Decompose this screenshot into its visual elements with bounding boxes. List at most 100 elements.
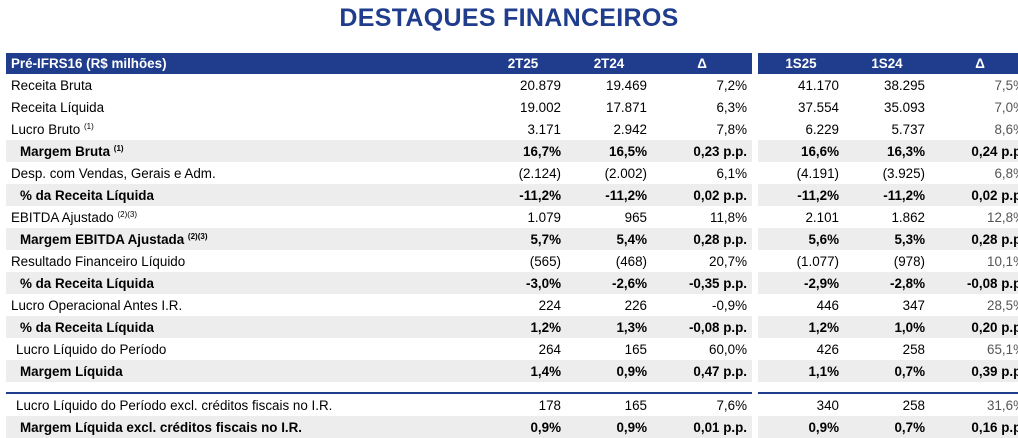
table-cell: 20.879: [520, 77, 561, 93]
table-cell: 65,1%: [987, 341, 1018, 357]
table-cell: 7,2%: [716, 77, 747, 93]
header-col-1s25: 1S25: [758, 53, 844, 74]
table-cell: 5,3%: [844, 228, 930, 250]
table-cell: 1,4%: [480, 360, 566, 382]
table-row: Resultado Financeiro Líquido (565) (468) 20…: [6, 250, 1018, 272]
table-cell: 0,9%: [480, 416, 566, 438]
row-label-text: Lucro Bruto: [11, 121, 81, 137]
table-cell: (468): [615, 253, 647, 269]
table-row: Margem Líquida 1,4% 0,9% 0,47 p.p. 1,1% 0,7% 0…: [6, 360, 1018, 382]
table-cell: 8,6%: [994, 121, 1018, 137]
column-gap: [752, 360, 758, 382]
row-label: Margem EBITDA Ajustada (2)(3): [6, 228, 480, 250]
table-cell: 31,6%: [987, 397, 1018, 413]
footnote-marker: (2)(3): [187, 231, 208, 241]
table-cell: 7,0%: [994, 99, 1018, 115]
table-row: Lucro Líquido do Período excl. créditos …: [6, 393, 1018, 416]
row-label: Lucro Operacional Antes I.R.: [6, 294, 480, 316]
table-cell: 1.862: [891, 209, 925, 225]
table-cell: (2.124): [518, 165, 561, 181]
table-cell: 38.295: [884, 77, 925, 93]
table-cell: 5,6%: [758, 228, 844, 250]
table-row: Margem Líquida excl. créditos fiscais no…: [6, 416, 1018, 438]
table-cell: 1,3%: [566, 316, 652, 338]
table-cell: 264: [538, 341, 561, 357]
table-cell: (2.002): [604, 165, 647, 181]
table-cell: 258: [902, 397, 925, 413]
table-cell: 0,23 p.p.: [652, 140, 752, 162]
table-cell: 0,02 p.p.: [930, 184, 1018, 206]
table-cell: (1.077): [796, 253, 839, 269]
table-cell: 1,2%: [758, 316, 844, 338]
table-cell: -0,9%: [712, 297, 747, 313]
column-gap: [752, 140, 758, 162]
table-cell: 16,3%: [844, 140, 930, 162]
row-label-text: Lucro Operacional Antes I.R.: [11, 297, 183, 313]
section-divider: [6, 382, 1018, 394]
row-label-text: Margem Líquida: [20, 363, 123, 379]
table-cell: 1,2%: [480, 316, 566, 338]
column-gap: [752, 250, 758, 272]
table-row: Margem Bruta (1) 16,7% 16,5% 0,23 p.p. 16,6%…: [6, 140, 1018, 162]
table-cell: 3.171: [527, 121, 561, 137]
header-col-1s24: 1S24: [844, 53, 930, 74]
table-row: % da Receita Líquida 1,2% 1,3% -0,08 p.p. 1,…: [6, 316, 1018, 338]
row-label: Lucro Bruto (1): [6, 118, 480, 140]
table-cell: 0,16 p.p.: [930, 416, 1018, 438]
table-cell: 16,5%: [566, 140, 652, 162]
table-cell: 340: [816, 397, 839, 413]
table-cell: 0,28 p.p.: [930, 228, 1018, 250]
table-cell: 226: [624, 297, 647, 313]
column-gap: [752, 74, 758, 96]
column-gap: [752, 118, 758, 140]
table-cell: 0,7%: [844, 416, 930, 438]
table-cell: 41.170: [798, 77, 839, 93]
table-cell: -11,2%: [480, 184, 566, 206]
row-label-text: Margem Bruta: [20, 143, 111, 159]
row-label: % da Receita Líquida: [6, 272, 480, 294]
row-label: % da Receita Líquida: [6, 184, 480, 206]
table-row: EBITDA Ajustado (2)(3) 1.079 965 11,8% 2.101…: [6, 206, 1018, 228]
table-cell: 7,8%: [716, 121, 747, 137]
column-gap: [752, 96, 758, 118]
table-cell: 12,8%: [987, 209, 1018, 225]
column-gap: [752, 206, 758, 228]
table-cell: 965: [624, 209, 647, 225]
row-label-text: Margem Líquida excl. créditos fiscais no…: [20, 419, 303, 435]
row-label-text: Lucro Líquido do Período excl. créditos …: [16, 397, 333, 413]
column-gap: [752, 416, 758, 438]
table-cell: 258: [902, 341, 925, 357]
row-label-text: Lucro Líquido do Período: [16, 341, 167, 357]
table-cell: 0,9%: [758, 416, 844, 438]
table-cell: 1,1%: [758, 360, 844, 382]
table-cell: 165: [624, 341, 647, 357]
row-label: Resultado Financeiro Líquido: [6, 250, 480, 272]
table-cell: 0,28 p.p.: [652, 228, 752, 250]
row-label-text: Resultado Financeiro Líquido: [11, 253, 186, 269]
table-cell: -2,9%: [758, 272, 844, 294]
row-label: Margem Líquida: [6, 360, 480, 382]
table-cell: (978): [893, 253, 925, 269]
row-label-text: Receita Bruta: [11, 77, 93, 93]
table-row: Lucro Bruto (1) 3.171 2.942 7,8% 6.229 5.737 8…: [6, 118, 1018, 140]
header-col-delta-quarter: Δ: [652, 53, 752, 74]
table-cell: 6,3%: [716, 99, 747, 115]
row-label: Margem Bruta (1): [6, 140, 480, 162]
table-row: % da Receita Líquida -3,0% -2,6% -0,35 p.p.…: [6, 272, 1018, 294]
table-cell: 6,1%: [716, 165, 747, 181]
row-label-text: Receita Líquida: [11, 99, 105, 115]
header-col-2t25: 2T25: [480, 53, 566, 74]
table-cell: 10,1%: [987, 253, 1018, 269]
table-cell: -0,08 p.p.: [930, 272, 1018, 294]
table-cell: 0,02 p.p.: [652, 184, 752, 206]
table-row: Lucro Operacional Antes I.R. 224 226 -0,9% 4…: [6, 294, 1018, 316]
column-gap: [752, 228, 758, 250]
footnote-marker: (2)(3): [117, 209, 138, 219]
table-cell: 0,7%: [844, 360, 930, 382]
table-row: Receita Bruta 20.879 19.469 7,2% 41.170 38.29…: [6, 74, 1018, 96]
footnote-marker: (1): [83, 121, 94, 131]
column-gap: [752, 184, 758, 206]
table-cell: 0,9%: [566, 360, 652, 382]
header-gap: [752, 53, 758, 74]
table-cell: 11,8%: [710, 209, 747, 225]
